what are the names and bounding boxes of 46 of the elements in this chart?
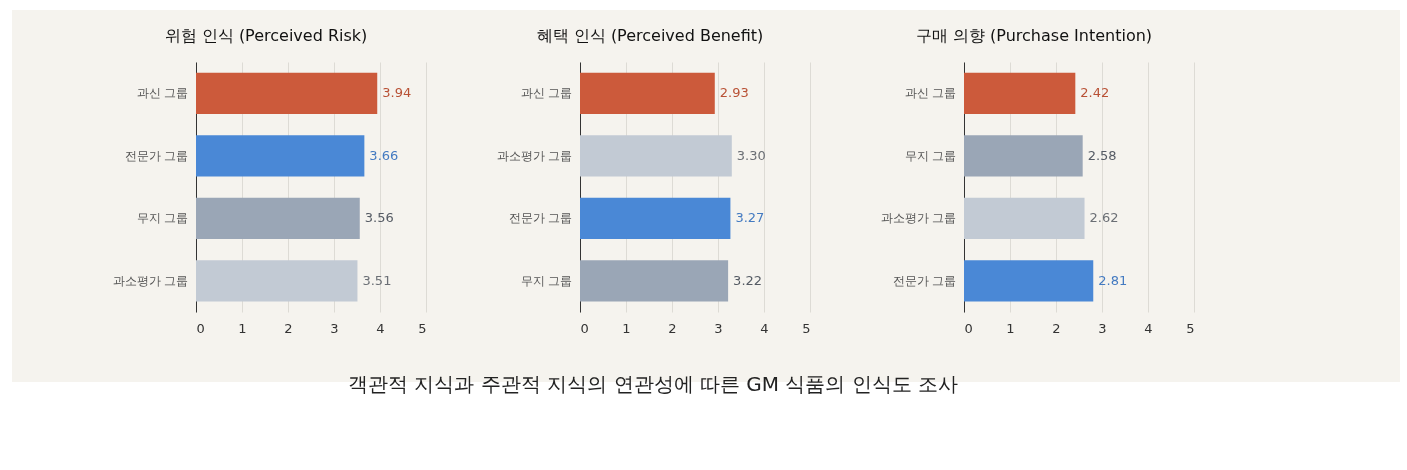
data-label: 3.66 <box>369 147 399 163</box>
data-label: 2.62 <box>1089 210 1119 226</box>
x-tick-label: 5 <box>1186 320 1195 336</box>
data-label: 2.93 <box>719 85 749 101</box>
data-label: 3.51 <box>362 272 392 288</box>
x-tick-label: 1 <box>238 320 247 336</box>
y-tick-label: 과신 그룹 <box>904 86 957 101</box>
data-label: 2.81 <box>1098 272 1128 288</box>
x-tick-label: 3 <box>1098 320 1107 336</box>
x-tick-label: 5 <box>802 320 811 336</box>
y-tick-label: 무지 그룹 <box>520 273 573 288</box>
chart-title: 위험 인식 (Perceived Risk) <box>164 26 368 45</box>
y-tick-label: 과소평가 그룹 <box>880 211 957 226</box>
data-label: 2.42 <box>1080 85 1110 101</box>
x-tick-label: 5 <box>418 320 427 336</box>
x-tick-label: 2 <box>1052 320 1061 336</box>
y-tick-label: 과소평가 그룹 <box>496 148 573 163</box>
y-tick-label: 과소평가 그룹 <box>112 273 189 288</box>
x-tick-label: 3 <box>330 320 339 336</box>
y-tick-label: 무지 그룹 <box>136 211 189 226</box>
y-tick-label: 과신 그룹 <box>136 86 189 101</box>
x-tick-label: 1 <box>1006 320 1015 336</box>
y-tick-label: 전문가 그룹 <box>508 211 573 226</box>
text: 객관적 지식과 주관적 지식의 연관성에 따른 GM 식품의 인식도 조사 <box>348 372 959 396</box>
data-label: 3.22 <box>733 272 763 288</box>
chart-title: 혜택 인식 (Perceived Benefit) <box>536 26 764 45</box>
x-tick-label: 3 <box>714 320 723 336</box>
x-tick-label: 0 <box>196 320 205 336</box>
x-tick-label: 0 <box>964 320 973 336</box>
y-tick-label: 과신 그룹 <box>520 86 573 101</box>
x-tick-label: 0 <box>580 320 589 336</box>
y-tick-label: 전문가 그룹 <box>892 273 957 288</box>
x-tick-label: 2 <box>284 320 293 336</box>
chart-title: 구매 의향 (Purchase Intention) <box>915 26 1153 45</box>
x-tick-label: 2 <box>668 320 677 336</box>
x-tick-label: 4 <box>760 320 769 336</box>
data-label: 3.56 <box>364 210 394 226</box>
data-label: 2.58 <box>1087 147 1117 163</box>
data-label: 3.94 <box>382 85 412 101</box>
x-tick-label: 1 <box>622 320 631 336</box>
y-tick-label: 무지 그룹 <box>904 148 957 163</box>
x-tick-label: 4 <box>376 320 385 336</box>
data-label: 3.27 <box>735 210 765 226</box>
x-tick-label: 4 <box>1144 320 1153 336</box>
y-tick-label: 전문가 그룹 <box>124 148 189 163</box>
data-label: 3.30 <box>736 147 766 163</box>
